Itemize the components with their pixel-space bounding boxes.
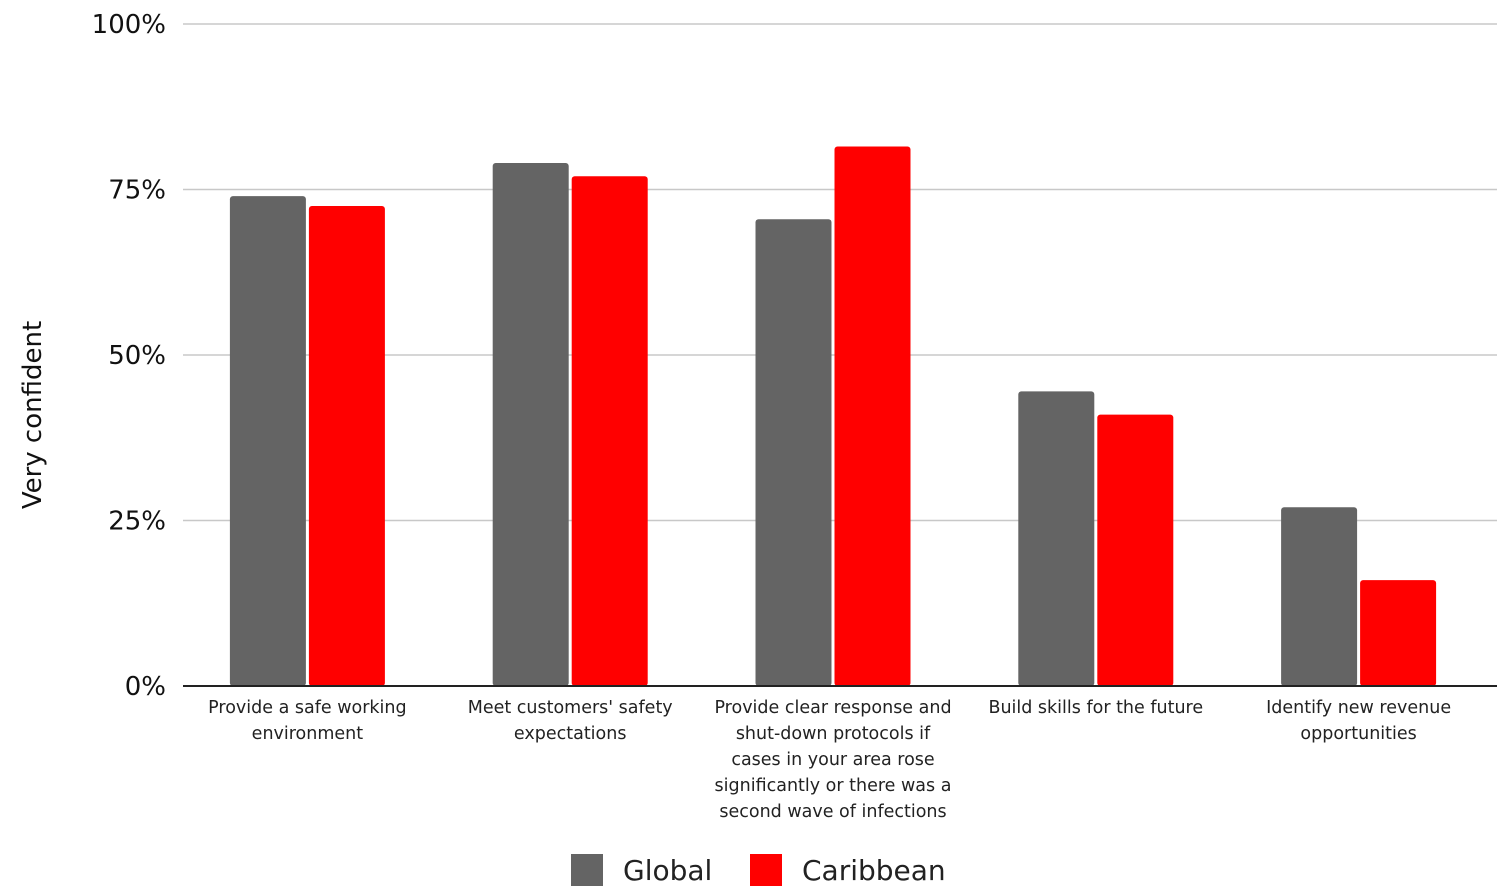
bars xyxy=(229,146,1437,687)
bar-caribbean-1 xyxy=(571,176,648,686)
y-tick-label: 50% xyxy=(108,341,166,371)
y-axis-label: Very confident xyxy=(18,321,48,509)
x-tick-label: Build skills for the future xyxy=(988,698,1203,718)
x-tick-label: cases in your area rose xyxy=(731,750,934,770)
bar-caribbean-0 xyxy=(308,206,385,687)
bar-global-3 xyxy=(1018,391,1095,686)
x-tick-label: second wave of infections xyxy=(719,802,946,822)
y-tick-label: 75% xyxy=(108,176,166,206)
x-tick-label: significantly or there was a xyxy=(715,776,952,796)
y-tick-label: 25% xyxy=(108,507,166,537)
y-tick-label: 100% xyxy=(92,10,166,40)
bar-global-4 xyxy=(1281,507,1358,686)
legend-label-caribbean: Caribbean xyxy=(802,854,946,886)
x-tick-label: shut-down protocols if xyxy=(736,724,931,744)
x-tick-label: Provide a safe working xyxy=(208,698,406,718)
bar-caribbean-2 xyxy=(834,146,911,687)
legend-label-global: Global xyxy=(623,854,712,886)
bar-global-0 xyxy=(229,196,306,686)
x-tick-label: opportunities xyxy=(1300,724,1416,744)
x-tick-label: Provide clear response and xyxy=(714,698,951,718)
x-tick-label: environment xyxy=(252,724,364,744)
x-tick-label: Identify new revenue xyxy=(1266,698,1451,718)
labels: 0% 25% 50% 75% 100% Very confident Provide a s… xyxy=(18,10,1451,822)
bar-global-2 xyxy=(755,219,832,687)
bar-caribbean-4 xyxy=(1360,580,1437,686)
x-tick-label: expectations xyxy=(514,724,627,744)
legend: Global Caribbean xyxy=(571,854,946,886)
y-tick-label: 0% xyxy=(125,672,166,702)
bar-global-1 xyxy=(492,163,569,686)
legend-swatch-caribbean xyxy=(750,854,782,886)
legend-swatch-global xyxy=(571,854,603,886)
bar-caribbean-3 xyxy=(1097,414,1174,686)
x-tick-label: Meet customers' safety xyxy=(468,698,673,718)
